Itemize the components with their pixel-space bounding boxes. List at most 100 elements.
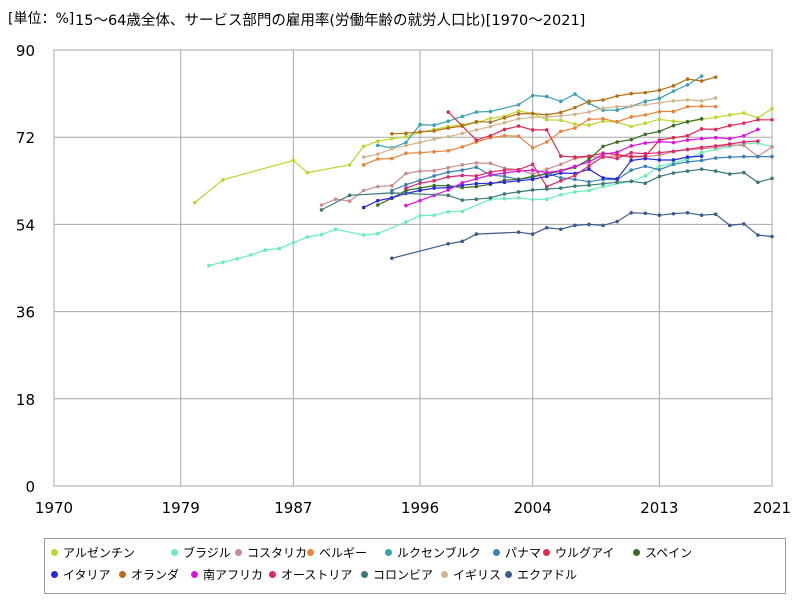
legend-marker-icon xyxy=(269,571,276,578)
data-point xyxy=(333,227,338,232)
data-point xyxy=(727,113,732,117)
data-point xyxy=(502,180,507,185)
data-point xyxy=(713,127,718,132)
data-point xyxy=(488,181,493,186)
data-point xyxy=(671,119,676,124)
data-point xyxy=(573,105,577,110)
data-point xyxy=(432,186,436,190)
data-point xyxy=(544,94,549,99)
data-point xyxy=(727,155,732,159)
data-point xyxy=(756,154,760,159)
legend-label: コスタリカ xyxy=(247,546,308,560)
data-point xyxy=(629,179,634,184)
data-point xyxy=(699,213,704,217)
legend-marker-icon xyxy=(51,549,58,556)
data-point xyxy=(544,115,549,119)
data-point xyxy=(446,134,450,139)
data-point xyxy=(559,129,563,134)
x-tick-label: 1970 xyxy=(35,499,73,517)
data-point xyxy=(615,108,619,112)
data-point xyxy=(587,183,591,187)
data-point xyxy=(643,211,648,216)
data-point xyxy=(713,104,718,109)
data-point xyxy=(530,232,535,236)
legend-item: ブラジル xyxy=(171,544,231,561)
x-tick-label: 2013 xyxy=(640,499,678,517)
data-point xyxy=(361,155,366,159)
legend-item: ベルギー xyxy=(307,544,367,561)
data-point xyxy=(629,158,634,163)
data-point xyxy=(347,199,352,203)
data-point xyxy=(671,109,676,114)
data-point xyxy=(587,123,591,127)
data-point xyxy=(559,110,563,115)
data-point xyxy=(516,167,521,172)
data-point xyxy=(502,171,507,175)
data-point xyxy=(629,124,634,129)
data-point xyxy=(516,179,521,183)
data-point xyxy=(460,114,465,119)
data-point xyxy=(742,154,746,159)
data-point xyxy=(685,104,690,109)
data-point xyxy=(544,174,549,179)
data-point xyxy=(530,146,535,150)
data-point xyxy=(418,178,422,183)
chart-header-text: 15～64歳全体、サービス部門の雇用率(労働年齢の就労人口比)[1970～202… xyxy=(75,11,585,29)
data-point xyxy=(418,169,422,173)
data-point xyxy=(742,140,746,144)
data-point xyxy=(756,233,760,237)
data-point xyxy=(544,187,549,191)
data-point xyxy=(699,167,704,171)
data-point xyxy=(446,193,450,198)
legend-item: イタリア xyxy=(51,566,111,583)
data-point xyxy=(446,175,450,179)
data-point xyxy=(559,179,563,183)
data-point xyxy=(742,222,746,226)
data-point xyxy=(474,197,479,202)
data-point xyxy=(756,127,760,132)
legend-marker-icon xyxy=(171,549,178,556)
data-point xyxy=(587,117,591,122)
data-point xyxy=(474,110,479,114)
data-point xyxy=(404,171,408,176)
data-point xyxy=(530,111,535,116)
data-point xyxy=(530,128,535,132)
data-point xyxy=(657,117,662,122)
data-point xyxy=(615,94,619,98)
data-point xyxy=(727,136,732,141)
data-point xyxy=(685,133,690,138)
data-point xyxy=(432,123,436,127)
legend-label: エクアドル xyxy=(517,568,578,582)
data-point xyxy=(671,158,676,162)
data-point xyxy=(404,182,408,187)
axis-ticks: 0 18 36 54 72 90 1970 1979 1987 1996 2004 2013 2021 xyxy=(16,42,791,517)
data-point xyxy=(404,140,408,145)
data-point xyxy=(671,99,676,103)
data-point xyxy=(629,144,634,148)
data-point xyxy=(657,139,662,144)
data-point xyxy=(488,116,493,121)
data-point xyxy=(418,140,422,145)
legend-label: スペイン xyxy=(645,546,693,560)
data-point xyxy=(418,150,422,155)
data-point xyxy=(432,174,436,178)
data-point xyxy=(516,124,521,128)
data-point xyxy=(446,165,450,170)
data-point xyxy=(601,176,605,180)
data-point xyxy=(404,131,408,136)
series-line xyxy=(405,140,758,189)
data-point xyxy=(418,181,422,186)
data-point xyxy=(587,163,591,168)
data-point xyxy=(699,99,704,103)
data-point xyxy=(376,143,380,148)
data-point xyxy=(643,90,648,95)
data-point xyxy=(460,209,465,214)
data-point xyxy=(699,74,704,78)
data-point xyxy=(404,186,408,190)
data-point xyxy=(559,162,563,167)
x-tick-label: 2021 xyxy=(753,499,791,517)
unit-label: [単位：%] xyxy=(8,11,75,27)
legend-label: コロンビア xyxy=(373,568,434,582)
data-point xyxy=(319,203,324,207)
legend-marker-icon xyxy=(235,549,242,556)
